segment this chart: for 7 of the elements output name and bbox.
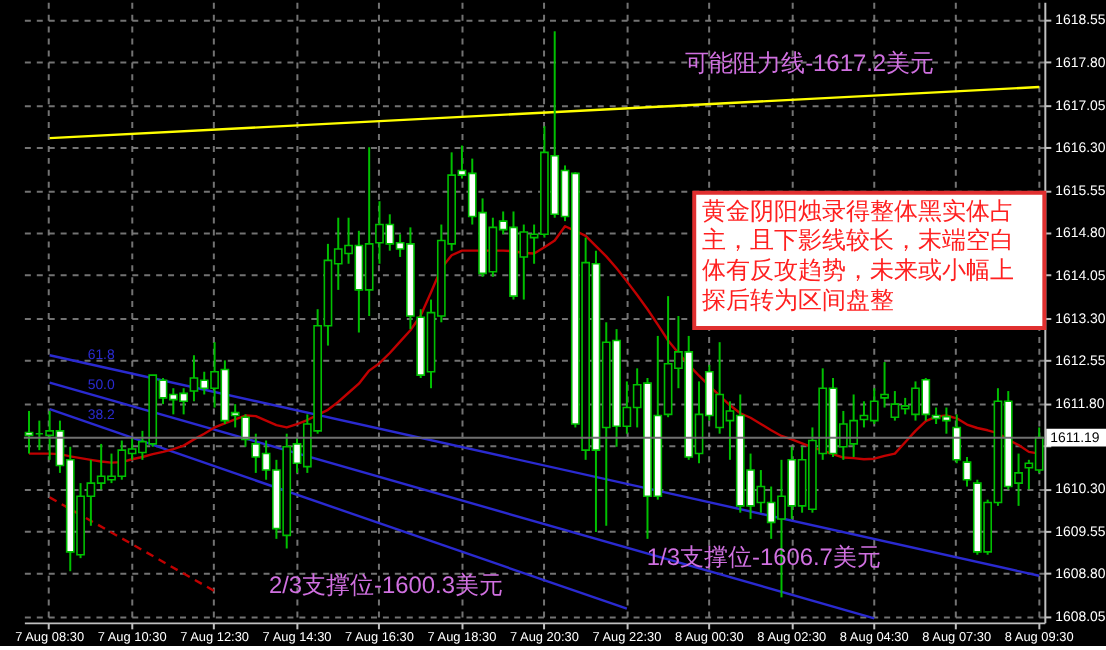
candlestick (241, 413, 250, 448)
candlestick (880, 361, 889, 409)
candlestick (952, 413, 962, 465)
annotation: 黄金阴阳烛录得整体黑实体占主，且下影线较长，末端空白体有反攻趋势，未来或小幅上探后转为区间盘整 (702, 196, 1015, 315)
annotation: 可能阻力线-1617.2美元 (685, 49, 935, 78)
annotation: 2/3支撑位-1600.3美元 (268, 570, 503, 599)
candlestick (962, 455, 972, 488)
